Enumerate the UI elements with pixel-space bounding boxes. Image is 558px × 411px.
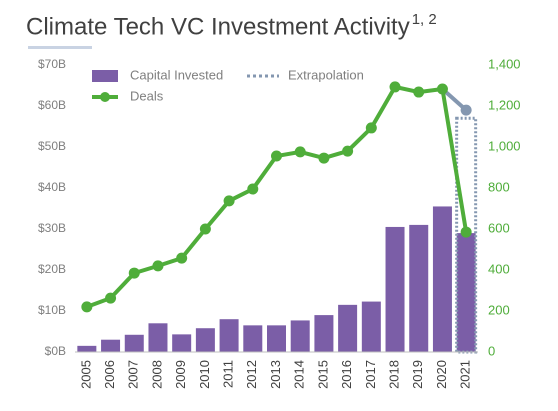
y-tick-label: $10B <box>38 303 66 317</box>
legend-label: Capital Invested <box>130 67 223 82</box>
x-tick-label: 2008 <box>149 360 164 389</box>
x-tick-label: 2006 <box>102 360 117 389</box>
deal-marker <box>223 195 235 207</box>
bar <box>361 301 381 352</box>
y-tick-label: $50B <box>38 139 66 153</box>
x-tick-label: 2011 <box>221 360 236 388</box>
legend-label: Deals <box>130 88 164 103</box>
y2-tick-label: 600 <box>488 220 510 235</box>
x-tick-label: 2010 <box>197 360 212 389</box>
bar <box>338 304 358 352</box>
deal-marker <box>460 226 472 238</box>
y-tick-label: $20B <box>38 262 66 276</box>
bar <box>456 233 476 352</box>
deal-marker <box>152 260 164 272</box>
x-tick-label: 2016 <box>339 360 354 389</box>
deal-marker <box>176 252 188 264</box>
y2-tick-label: 1,000 <box>488 138 521 153</box>
x-tick-label: 2015 <box>315 360 330 389</box>
bar <box>124 334 144 352</box>
y2-tick-label: 0 <box>488 343 495 358</box>
legend-marker <box>100 92 110 102</box>
x-tick-label: 2007 <box>126 360 141 389</box>
x-tick-label: 2020 <box>434 360 449 389</box>
y-tick-label: $60B <box>38 98 66 112</box>
bar <box>243 325 263 352</box>
legend-label: Extrapolation <box>288 67 364 82</box>
bar <box>219 319 239 352</box>
legend-swatch <box>92 70 118 82</box>
y-tick-label: $70B <box>38 57 66 71</box>
bar <box>314 315 334 352</box>
x-tick-label: 2012 <box>244 360 259 389</box>
extrapolated-deal-marker <box>460 104 472 116</box>
x-tick-label: 2009 <box>173 360 188 389</box>
deal-marker <box>413 86 425 98</box>
deal-marker <box>342 145 354 157</box>
x-tick-label: 2014 <box>292 360 307 389</box>
bar <box>148 323 168 352</box>
y2-tick-label: 400 <box>488 261 510 276</box>
x-tick-label: 2005 <box>78 360 93 389</box>
y2-tick-label: 800 <box>488 179 510 194</box>
y-tick-label: $0B <box>45 344 66 358</box>
y2-tick-label: 200 <box>488 302 510 317</box>
title-underline <box>28 46 92 49</box>
x-tick-label: 2019 <box>410 360 425 389</box>
bar <box>195 328 215 352</box>
y-tick-label: $40B <box>38 180 66 194</box>
bar <box>385 226 405 352</box>
deal-marker <box>271 150 282 162</box>
x-tick-label: 2013 <box>268 360 283 389</box>
deal-marker <box>294 146 306 158</box>
deal-marker <box>128 267 140 279</box>
bar <box>172 334 192 352</box>
y2-tick-label: 1,200 <box>488 97 521 112</box>
deal-marker <box>105 292 117 304</box>
y2-tick-label: 1,400 <box>488 56 521 71</box>
deal-marker <box>389 81 401 93</box>
bar <box>409 224 429 352</box>
deal-marker <box>247 183 259 195</box>
deal-marker <box>436 83 448 95</box>
y-tick-label: $30B <box>38 221 66 235</box>
bar <box>432 206 452 352</box>
deal-marker <box>365 122 377 134</box>
x-tick-label: 2021 <box>458 360 473 389</box>
title-superscript: 1, 2 <box>412 11 437 28</box>
bar <box>267 325 286 352</box>
extrapolated-capital <box>455 116 478 354</box>
deal-marker <box>318 152 330 164</box>
deal-marker <box>81 301 93 313</box>
deal-marker <box>199 223 211 235</box>
x-tick-label: 2018 <box>386 360 401 389</box>
bar <box>101 339 121 352</box>
bar <box>77 345 97 352</box>
chart-title: Climate Tech VC Investment Activity <box>26 13 410 40</box>
x-tick-label: 2017 <box>363 360 378 389</box>
bar <box>290 320 310 352</box>
